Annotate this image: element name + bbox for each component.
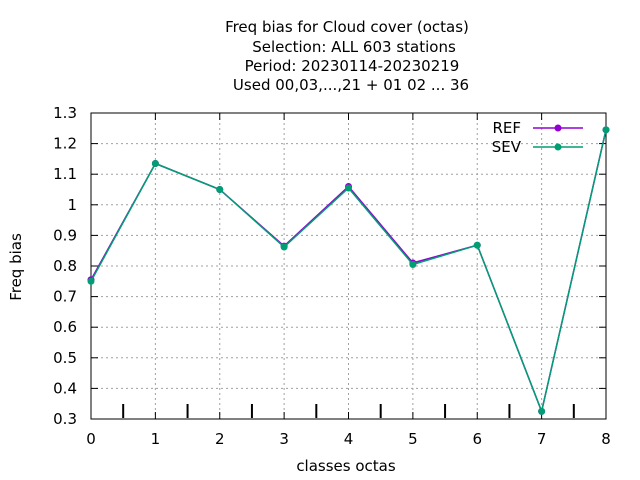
x-tick-label: 4 [344, 430, 354, 448]
x-tick-label: 6 [472, 430, 482, 448]
chart-title: Freq bias for Cloud cover (octas) Select… [225, 18, 469, 94]
series [87, 126, 610, 415]
grid [91, 113, 606, 419]
minor-tick-bars [122, 404, 575, 418]
y-tick-label: 1.2 [53, 135, 77, 153]
y-axis-ticks: 0.3 0.4 0.5 0.6 0.7 0.8 0.9 1 1.1 1.2 1.3 [53, 104, 606, 428]
y-tick-label: 0.6 [53, 318, 77, 336]
x-axis-ticks: 0 1 2 3 4 5 6 7 8 [86, 113, 611, 448]
data-point-sev [602, 126, 610, 134]
legend-label-sev: SEV [492, 138, 522, 156]
title-line-4: Used 00,03,...,21 + 01 02 ... 36 [233, 76, 469, 94]
data-point-sev [538, 407, 546, 415]
y-tick-label: 1 [67, 196, 77, 214]
data-point-sev [409, 260, 417, 268]
x-tick-label: 1 [151, 430, 161, 448]
title-line-3: Period: 20230114-20230219 [245, 57, 460, 75]
legend-marker-ref [554, 124, 562, 132]
data-point-sev [345, 184, 352, 192]
y-tick-label: 0.4 [53, 379, 77, 397]
y-tick-label: 0.9 [53, 226, 77, 244]
y-axis-label: Freq bias [7, 233, 25, 301]
data-point-sev [216, 186, 224, 193]
legend-label-ref: REF [492, 119, 521, 137]
y-tick-label: 0.3 [53, 410, 77, 428]
y-tick-label: 1.1 [53, 165, 77, 183]
data-point-sev [473, 241, 481, 249]
x-tick-label: 8 [601, 430, 611, 448]
data-point-sev [151, 159, 159, 167]
x-tick-label: 0 [86, 430, 96, 448]
y-tick-label: 0.8 [53, 257, 77, 275]
y-tick-label: 0.7 [53, 288, 77, 306]
x-tick-label: 2 [215, 430, 225, 448]
y-tick-label: 1.3 [53, 104, 77, 122]
data-point-sev [87, 277, 95, 285]
x-tick-label: 7 [537, 430, 547, 448]
x-tick-label: 5 [408, 430, 418, 448]
title-line-2: Selection: ALL 603 stations [252, 38, 456, 56]
legend-marker-sev [554, 143, 562, 151]
x-axis-label: classes octas [296, 457, 396, 475]
title-line-1: Freq bias for Cloud cover (octas) [225, 18, 469, 36]
series-sev [87, 126, 610, 415]
data-point-sev [280, 243, 288, 251]
y-tick-label: 0.5 [53, 349, 77, 367]
x-tick-label: 3 [279, 430, 289, 448]
